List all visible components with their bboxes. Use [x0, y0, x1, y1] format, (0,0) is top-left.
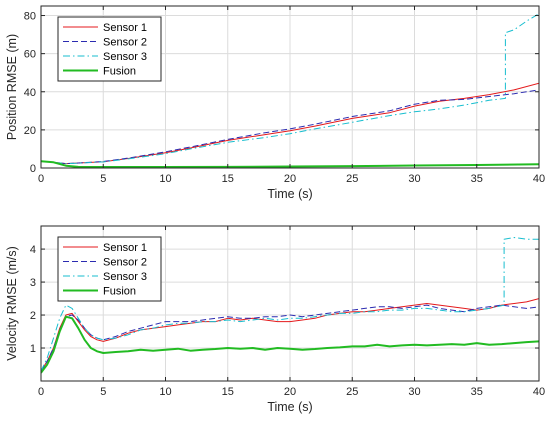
x-tick-label: 15 — [222, 386, 234, 398]
y-axis-label: Velocity RMSE (m/s) — [5, 246, 19, 361]
y-tick-label: 0 — [30, 163, 36, 175]
series-group — [41, 13, 539, 168]
series-line-sensor-2 — [41, 89, 539, 165]
series-group — [41, 237, 539, 374]
x-tick-label: 20 — [284, 173, 296, 185]
legend-label: Sensor 1 — [103, 22, 147, 34]
x-axis-label: Time (s) — [267, 187, 312, 201]
x-tick-label: 35 — [471, 173, 483, 185]
x-tick-label: 0 — [38, 173, 44, 185]
x-tick-label: 5 — [100, 173, 106, 185]
legend: Sensor 1 Sensor 2 Sensor 3 Fusion — [57, 236, 162, 302]
series-line-sensor-2 — [41, 304, 539, 372]
x-tick-label: 15 — [222, 173, 234, 185]
series-line-sensor-3 — [41, 237, 539, 372]
legend-label: Sensor 2 — [103, 37, 147, 49]
x-tick-label: 30 — [408, 386, 420, 398]
x-tick-label: 25 — [346, 173, 358, 185]
x-tick-label: 0 — [38, 386, 44, 398]
x-tick-label: 40 — [533, 173, 545, 185]
y-tick-label: 2 — [30, 310, 36, 322]
legend-label: Sensor 3 — [103, 271, 147, 283]
x-tick-label: 10 — [159, 386, 171, 398]
legend-label: Fusion — [103, 286, 136, 298]
y-axis-label: Position RMSE (m) — [5, 34, 19, 140]
legend-label: Sensor 1 — [103, 242, 147, 254]
y-tick-label: 40 — [24, 87, 36, 99]
series-line-fusion — [41, 315, 539, 374]
x-tick-label: 10 — [159, 173, 171, 185]
series-line-sensor-3 — [41, 13, 539, 165]
series-line-fusion — [41, 160, 539, 168]
x-axis-label: Time (s) — [267, 400, 312, 414]
x-tick-label: 35 — [471, 386, 483, 398]
y-tick-label: 80 — [24, 11, 36, 23]
x-tick-label: 40 — [533, 386, 545, 398]
y-tick-label: 20 — [24, 125, 36, 137]
legend: Sensor 1 Sensor 2 Sensor 3 Fusion — [57, 16, 162, 82]
y-tick-label: 60 — [24, 49, 36, 61]
legend-label: Fusion — [103, 66, 136, 78]
chart-2: 0 5 10 15 20 25 30 35 40 1 2 3 4 Time (s) Velocity RMS… — [5, 225, 545, 414]
x-tick-label: 25 — [346, 386, 358, 398]
chart-1: 0 5 10 15 20 25 30 35 40 0 20 40 60 80 Time (s) Positio… — [5, 5, 545, 201]
x-tick-label: 30 — [408, 173, 420, 185]
y-tick-label: 3 — [30, 277, 36, 289]
legend-label: Sensor 2 — [103, 257, 147, 269]
x-tick-label: 20 — [284, 386, 296, 398]
y-tick-label: 1 — [30, 343, 36, 355]
y-tick-label: 4 — [30, 244, 36, 256]
x-tick-label: 5 — [100, 386, 106, 398]
legend-label: Sensor 3 — [103, 51, 147, 63]
